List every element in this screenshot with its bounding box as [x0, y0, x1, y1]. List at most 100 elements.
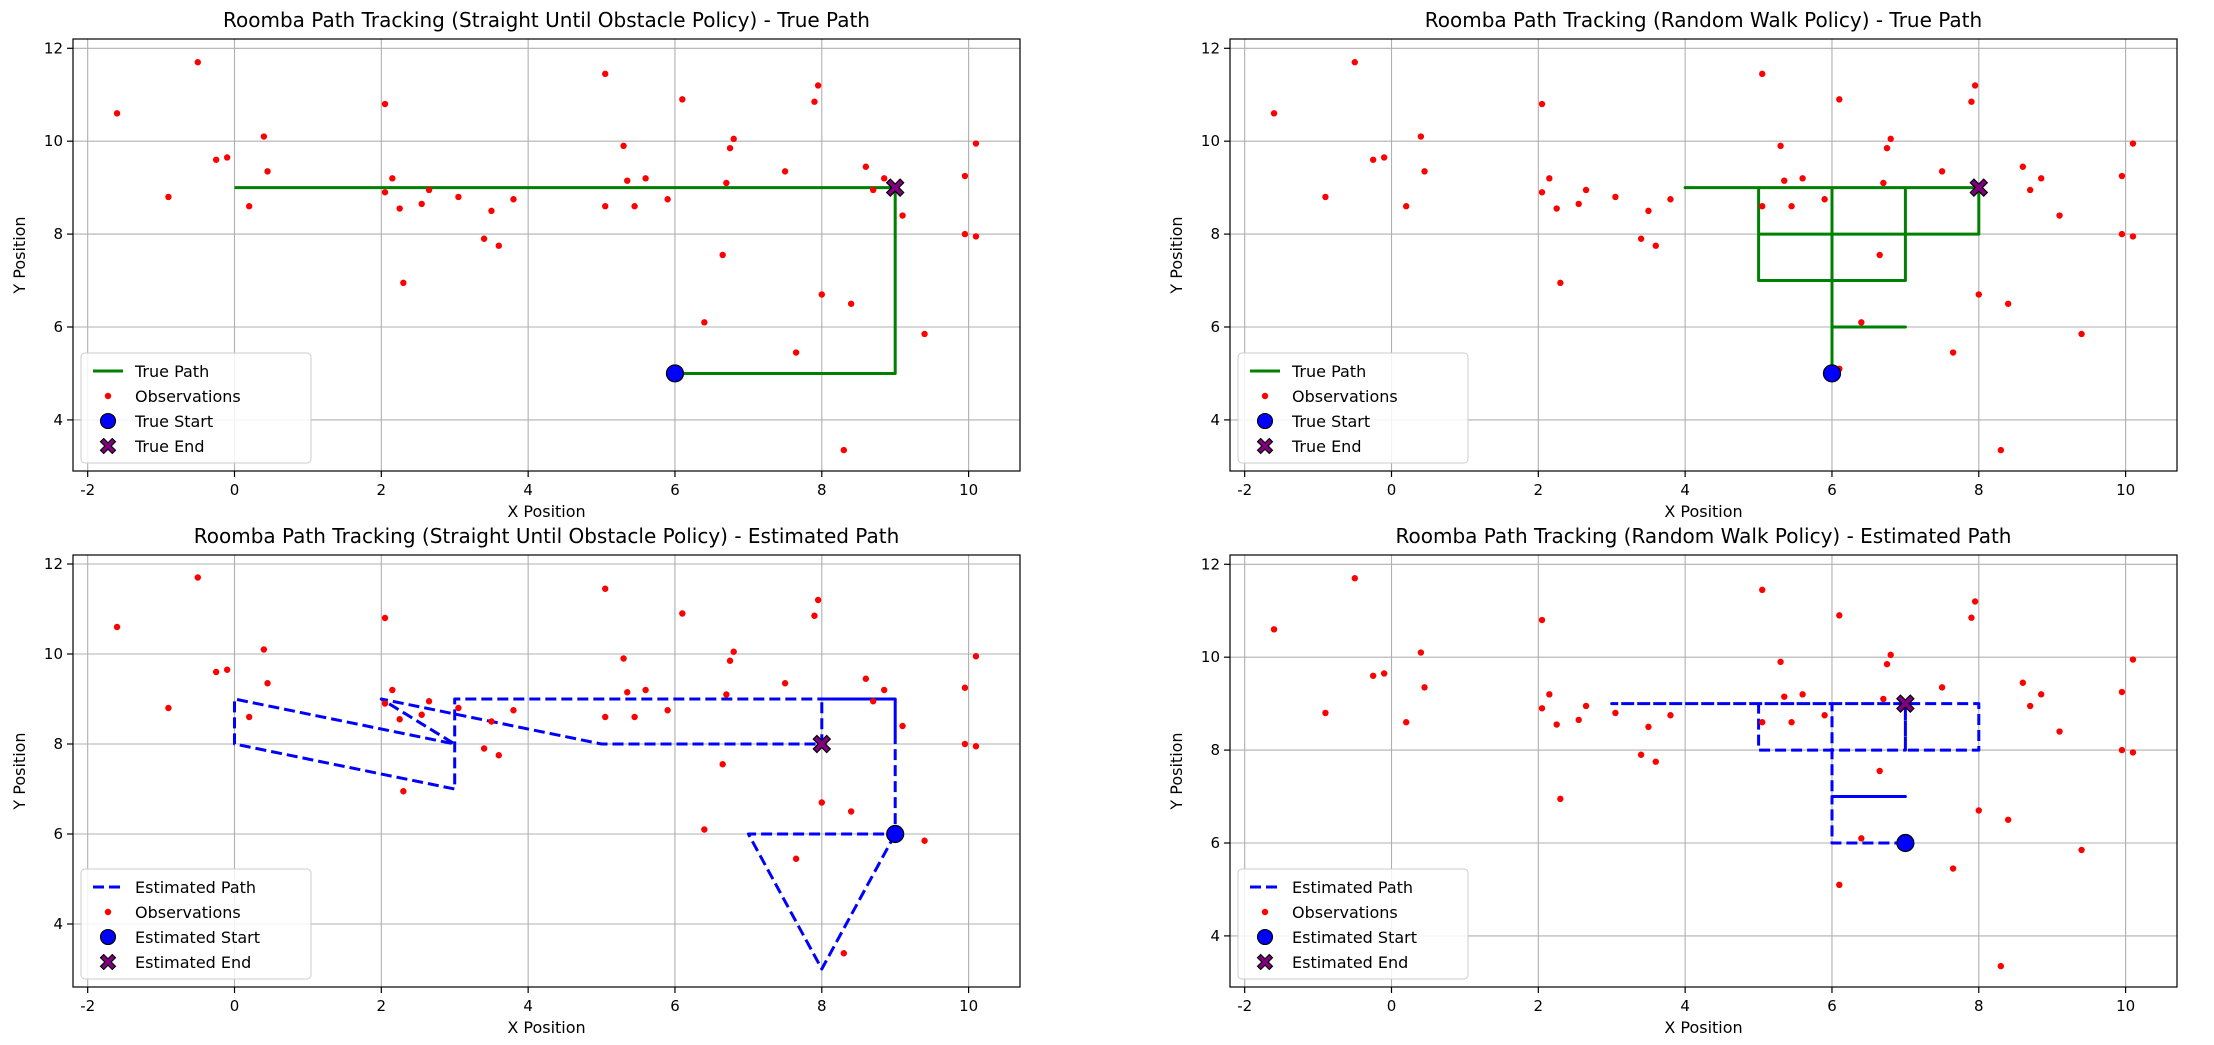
legend-end-swatch [1256, 437, 1274, 455]
observation-point [818, 799, 825, 806]
legend-label: Observations [135, 387, 241, 406]
estimated-path-line [233, 697, 897, 971]
legend-observation-swatch [1261, 908, 1269, 916]
observation-point [1557, 795, 1564, 803]
observation-point [961, 740, 969, 748]
observation-point [2056, 212, 2063, 219]
x-tick-label: 4 [1680, 481, 1690, 499]
observation-point [701, 319, 708, 326]
x-tick-label: 8 [1974, 997, 1984, 1015]
observation-point [1883, 660, 1891, 668]
observation-point [961, 684, 969, 691]
y-tick-label: 8 [1210, 225, 1220, 243]
observation-point [1781, 693, 1788, 700]
observation-point [792, 349, 800, 356]
observation-point [840, 446, 848, 454]
observation-point [1938, 684, 1946, 691]
y-axis-label: Y Position [10, 732, 29, 810]
observation-point [1968, 614, 1975, 621]
plot-area [113, 574, 980, 971]
legend-label: True Path [1291, 362, 1366, 381]
observation-point [1883, 144, 1891, 152]
observation-point [624, 177, 631, 184]
observation-point [642, 686, 649, 694]
observation-point [847, 808, 855, 815]
x-tick-label: 6 [1827, 481, 1837, 499]
observation-point [264, 680, 271, 687]
observation-point [972, 743, 980, 750]
observation-point [1997, 446, 2005, 454]
observation-point [847, 300, 855, 307]
observation-point [1380, 670, 1388, 677]
chart-title: Roomba Path Tracking (Straight Until Obs… [223, 8, 870, 32]
observation-point [1612, 709, 1619, 717]
y-tick-label: 4 [53, 411, 63, 429]
y-tick-label: 6 [53, 825, 63, 843]
legend-end-swatch [99, 953, 117, 971]
observation-point [811, 98, 818, 105]
legend-label: Observations [1292, 903, 1398, 922]
observation-point [1557, 279, 1564, 287]
observation-point [1858, 835, 1865, 842]
legend-label: Estimated Path [135, 878, 256, 897]
y-tick-label: 6 [53, 318, 63, 336]
observation-point [880, 175, 888, 182]
observation-point [2004, 816, 2012, 823]
legend-label: True Path [134, 362, 209, 381]
observation-point [631, 203, 638, 210]
observation-point [510, 196, 517, 203]
chart-panel-2: Roomba Path Tracking (Random Walk Policy… [1167, 8, 2178, 521]
observation-point [1652, 758, 1659, 765]
observation-point [1799, 691, 1806, 698]
observation-point [1575, 200, 1582, 208]
observation-point [2129, 656, 2137, 663]
legend-start-swatch [1256, 412, 1274, 430]
x-axis-label: X Position [1664, 1018, 1742, 1037]
observation-point [701, 826, 708, 833]
observation-point [223, 666, 231, 673]
x-tick-label: 10 [2116, 997, 2135, 1015]
y-tick-label: 12 [44, 555, 63, 573]
x-tick-label: 6 [670, 997, 680, 1015]
grid-lines [73, 39, 1020, 471]
observation-point [1799, 175, 1806, 182]
observation-point [2056, 728, 2063, 735]
observation-point [488, 718, 495, 725]
legend-observation-swatch [1261, 392, 1269, 400]
observation-point [2037, 175, 2045, 182]
legend-box [1237, 868, 1469, 980]
observation-point [1876, 251, 1883, 259]
observation-point [814, 82, 822, 89]
x-tick-label: 4 [523, 481, 533, 499]
observation-point [2118, 172, 2126, 180]
observation-point [1759, 203, 1766, 210]
plot-area [1270, 575, 2137, 970]
y-tick-label: 8 [53, 735, 63, 753]
observation-point [664, 707, 671, 714]
observation-point [723, 179, 730, 187]
legend-start-swatch [99, 928, 117, 946]
observation-point [972, 140, 980, 147]
x-tick-label: 10 [959, 997, 978, 1015]
observation-point [921, 330, 928, 338]
y-tick-label: 12 [1201, 39, 1220, 57]
legend-label: Estimated Start [1292, 928, 1417, 947]
observation-point [260, 133, 268, 140]
observation-point [2026, 702, 2034, 710]
observation-point [1975, 291, 1982, 298]
observation-point [2078, 330, 2085, 338]
observation-point [488, 207, 495, 215]
grid-lines [1230, 39, 2177, 471]
observation-point [165, 704, 172, 712]
observation-point [389, 175, 396, 182]
observation-point [2004, 300, 2012, 307]
estimated-path-line [1610, 702, 1981, 845]
observation-point [1582, 186, 1590, 194]
legend-label: Estimated Path [1292, 878, 1413, 897]
legend-box [1237, 352, 1469, 464]
observation-point [1538, 616, 1546, 624]
observation-point [1887, 135, 1894, 143]
observation-point [723, 691, 730, 698]
observation-point [418, 711, 425, 718]
